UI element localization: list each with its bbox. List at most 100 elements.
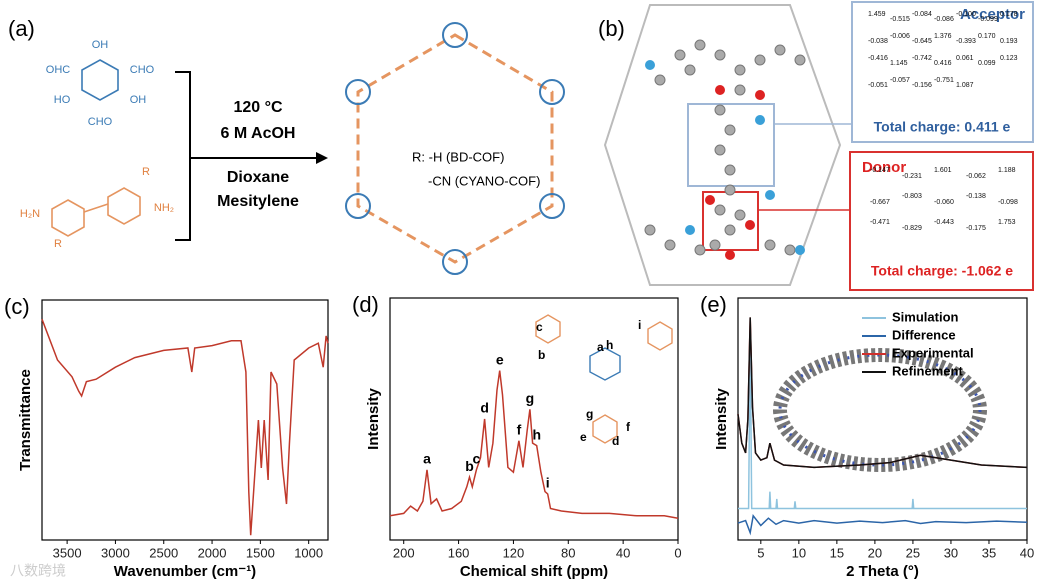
panel-label: (a): [8, 16, 35, 41]
atom: [734, 209, 746, 221]
charge: 1.753: [998, 219, 1016, 226]
condition: Dioxane: [227, 169, 289, 186]
charge: 1.376: [934, 33, 952, 40]
atom: [795, 245, 805, 255]
x-tick-label: 200: [393, 545, 415, 560]
spectrum-line: [41, 318, 329, 536]
charge: -0.147: [870, 167, 890, 174]
atom: [755, 115, 765, 125]
group-label: CHO: [130, 64, 155, 76]
structure-label: f: [626, 420, 631, 434]
arrow: [316, 152, 328, 164]
spectrum-line: [737, 317, 1028, 469]
watermark: 八数跨境: [10, 563, 66, 579]
molecule: [644, 39, 806, 260]
atom: [644, 224, 656, 236]
charge: -0.231: [902, 173, 922, 180]
charge: -0.051: [868, 82, 888, 89]
substituent: -CN (CYANO-COF): [428, 173, 540, 188]
atom: [774, 44, 786, 56]
atom: [724, 124, 736, 136]
charge: 0.416: [934, 60, 952, 67]
panel-label: (d): [352, 292, 379, 317]
atom: [734, 64, 746, 76]
y-axis-label: Transmittance: [17, 369, 34, 471]
atom: [694, 244, 706, 256]
legend-label: Simulation: [892, 309, 959, 324]
peak-label: a: [423, 451, 431, 467]
atom: [724, 184, 736, 196]
atom: [724, 164, 736, 176]
atom: [714, 204, 726, 216]
x-tick-label: 3500: [53, 545, 82, 560]
bond: [83, 203, 109, 213]
condition: Mesitylene: [217, 193, 299, 210]
x-tick-label: 10: [792, 545, 806, 560]
atom: [654, 74, 666, 86]
x-tick-label: 20: [868, 545, 882, 560]
x-tick-label: 35: [982, 545, 996, 560]
group-label: R: [142, 166, 150, 178]
structure-inset: [535, 314, 673, 444]
x-axis-label: Chemical shift (ppm): [460, 563, 608, 580]
charge: 0.123: [1000, 55, 1018, 62]
legend-label: Experimental: [892, 345, 974, 360]
acceptor-box: [851, 1, 1034, 143]
atom: [645, 60, 655, 70]
atom: [754, 54, 766, 66]
group-label: R: [54, 238, 62, 250]
charge: -0.471: [870, 219, 890, 226]
x-tick-label: 40: [1020, 545, 1034, 560]
x-tick-label: 2000: [198, 545, 227, 560]
atom: [714, 104, 726, 116]
charge: -0.156: [912, 82, 932, 89]
atom: [705, 195, 715, 205]
charge: -0.803: [902, 193, 922, 200]
ring: [107, 187, 141, 225]
charge: 0.193: [1000, 38, 1018, 45]
cell: [603, 4, 842, 286]
peak-label: d: [480, 400, 489, 416]
charge: -0.057: [890, 77, 910, 84]
x-tick-label: 120: [503, 545, 525, 560]
charge: -0.829: [902, 225, 922, 232]
atom: [725, 250, 735, 260]
charge: 1.145: [890, 60, 908, 67]
atom: [714, 144, 726, 156]
x-tick-label: 3000: [101, 545, 130, 560]
spectrum-line: [738, 334, 1027, 510]
x-tick-label: 2500: [149, 545, 178, 560]
charge: 1.601: [934, 167, 952, 174]
atom: [715, 85, 725, 95]
spectrum-line: [389, 370, 679, 519]
group-label: H₂N: [20, 208, 40, 220]
group-label: OH: [92, 39, 109, 51]
panel-label: (e): [700, 292, 727, 317]
charge: -0.099: [978, 16, 998, 23]
x-tick-label: 25: [906, 545, 920, 560]
charge: -0.416: [868, 55, 888, 62]
charge: -0.060: [934, 199, 954, 206]
atom: [745, 220, 755, 230]
legend-label: Difference: [892, 327, 956, 342]
charge: 0.061: [956, 55, 974, 62]
atom: [724, 224, 736, 236]
box-title: Acceptor: [960, 6, 1025, 23]
bracket: [175, 71, 318, 241]
charge: -0.006: [890, 33, 910, 40]
group-label: NH₂: [154, 202, 174, 214]
charge: -0.084: [912, 11, 932, 18]
charge: 1.087: [956, 82, 974, 89]
peak-label: b: [465, 458, 474, 474]
structure-label: b: [538, 348, 545, 362]
condition: 6 M AcOH: [221, 125, 296, 142]
peak-label: f: [517, 421, 522, 437]
cof-nodes: [345, 22, 565, 275]
y-axis-label: Intensity: [713, 388, 730, 450]
x-tick-label: 1500: [246, 545, 275, 560]
charge: 0.170: [978, 33, 996, 40]
atom: [714, 49, 726, 61]
structure-label: i: [638, 318, 641, 332]
substituent: R: -H (BD-COF): [412, 149, 504, 164]
